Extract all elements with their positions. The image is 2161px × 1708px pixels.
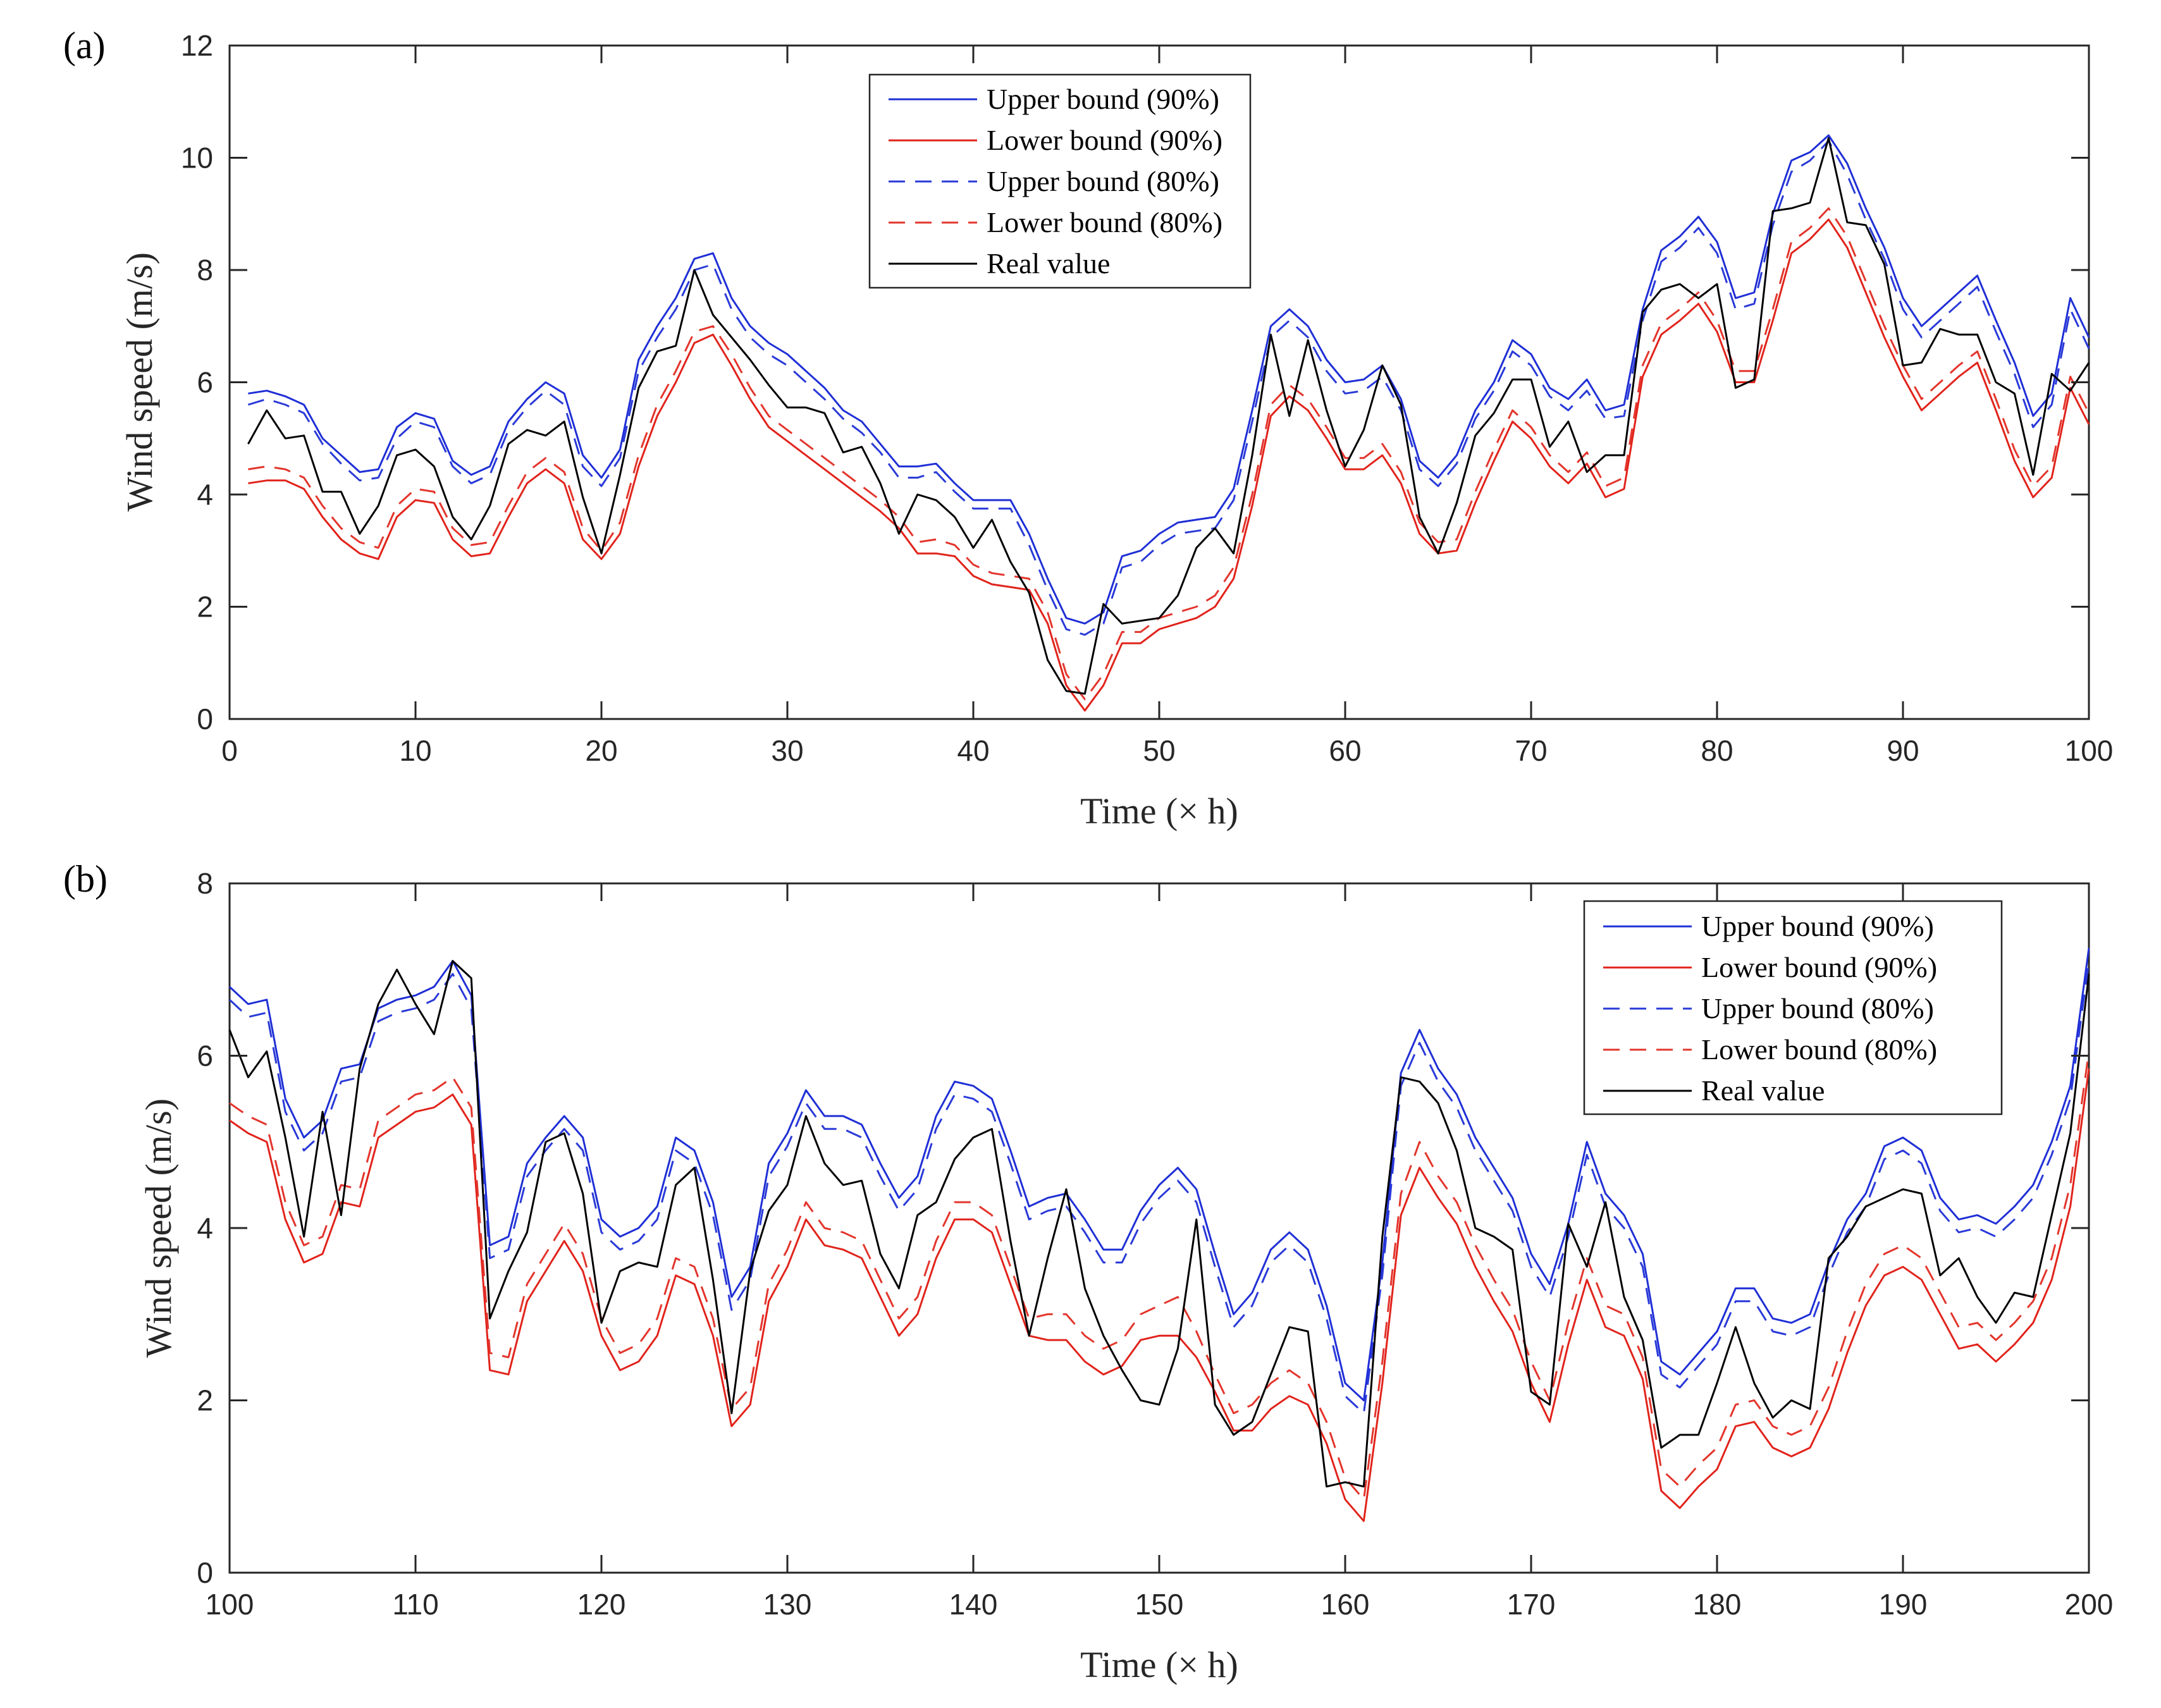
ticks-layer-b: 100 110 120 130 140 150 160 170 180 190 200 0 2 4 6 8 <box>197 867 2113 1621</box>
legend-label-real-b: Real value <box>1701 1074 1825 1107</box>
legend-label-lower-90-b: Lower bound (90%) <box>1701 951 1937 983</box>
legend-box-b <box>1583 900 2003 1115</box>
y-tick-label-a-0: 0 <box>197 703 213 735</box>
series-line-upper-90-a <box>248 134 2090 625</box>
series-line-lower-90-b <box>229 1068 2090 1522</box>
x-tick-label-a-70: 70 <box>1515 734 1547 767</box>
y-tick-label-a-10: 10 <box>181 142 213 175</box>
x-tick-label-b-140: 140 <box>949 1588 998 1621</box>
y-tick-label-a-12: 12 <box>181 29 213 62</box>
legend-label-upper-90-a: Upper bound (90%) <box>987 83 1219 115</box>
panel-label-b: (b) <box>63 858 108 900</box>
x-tick-label-a-100: 100 <box>2065 734 2114 767</box>
series-layer-a <box>247 134 2090 712</box>
y-tick-label-a-2: 2 <box>197 591 213 624</box>
series-line-upper-80-b <box>228 961 2090 1415</box>
series-line-lower-80-a <box>248 207 2090 701</box>
legend-label-real-a: Real value <box>987 247 1110 280</box>
legend-box-a <box>868 73 1252 289</box>
legend-label-lower-80-a: Lower bound (80%) <box>987 206 1222 238</box>
x-tick-label-b-120: 120 <box>577 1588 626 1621</box>
y-tick-label-a-8: 8 <box>197 254 213 286</box>
y-tick-label-b-4: 4 <box>197 1212 213 1244</box>
y-tick-label-b-2: 2 <box>197 1384 213 1417</box>
series-layer-b <box>228 947 2090 1522</box>
series-line-real-b <box>228 960 2090 1488</box>
y-tick-label-b-0: 0 <box>197 1556 213 1589</box>
y-tick-label-a-4: 4 <box>197 478 213 511</box>
panel-b: 100 110 120 130 140 150 160 170 180 190 200 0 2 4 6 8 (… <box>63 858 2113 1685</box>
x-tick-label-b-160: 160 <box>1321 1588 1370 1621</box>
series-line-upper-90-b <box>228 947 2090 1401</box>
y-tick-label-a-6: 6 <box>197 366 213 399</box>
x-tick-label-a-90: 90 <box>1887 734 1919 767</box>
x-tick-label-b-110: 110 <box>392 1588 438 1621</box>
x-tick-label-a-30: 30 <box>771 734 803 767</box>
x-tick-label-b-100: 100 <box>206 1588 254 1621</box>
x-tick-label-b-200: 200 <box>2065 1588 2114 1621</box>
x-tick-label-a-40: 40 <box>957 734 989 767</box>
series-line-real-a <box>247 137 2090 695</box>
panel-a: 0 10 20 30 40 50 60 70 80 90 100 0 2 4 6 8 10 12 (a) Time… <box>63 25 2113 832</box>
y-tick-label-b-8: 8 <box>197 867 213 900</box>
y-axis-title-a: Wind speed (m/s) <box>119 252 160 512</box>
x-tick-label-b-170: 170 <box>1507 1588 1556 1621</box>
x-tick-label-a-50: 50 <box>1143 734 1175 767</box>
x-tick-label-b-130: 130 <box>763 1588 812 1621</box>
legend-label-upper-80-b: Upper bound (80%) <box>1701 992 1934 1024</box>
ticks-layer-a: 0 10 20 30 40 50 60 70 80 90 100 0 2 4 6 8 10 12 <box>181 29 2114 767</box>
y-axis-title-b: Wind speed (m/s) <box>138 1098 179 1358</box>
y-tick-label-b-6: 6 <box>197 1040 213 1072</box>
panel-label-a: (a) <box>63 25 106 66</box>
x-tick-label-a-80: 80 <box>1701 734 1733 767</box>
x-tick-label-b-180: 180 <box>1693 1588 1742 1621</box>
x-axis-title-b: Time (× h) <box>1080 1644 1238 1685</box>
legend-label-lower-80-b: Lower bound (80%) <box>1701 1033 1937 1066</box>
x-tick-label-a-20: 20 <box>585 734 617 767</box>
legend-label-upper-80-a: Upper bound (80%) <box>987 165 1219 197</box>
series-line-upper-80-a <box>247 140 2090 636</box>
legend-label-upper-90-b: Upper bound (90%) <box>1701 910 1934 942</box>
x-tick-label-b-190: 190 <box>1879 1588 1928 1621</box>
legend-label-lower-90-a: Lower bound (90%) <box>987 124 1222 156</box>
x-tick-label-b-150: 150 <box>1135 1588 1184 1621</box>
x-tick-label-a-0: 0 <box>221 734 238 767</box>
legend-b: Upper bound (90%) Lower bound (90%) Uppe… <box>1583 900 2003 1115</box>
x-tick-label-a-10: 10 <box>399 734 431 767</box>
x-tick-label-a-60: 60 <box>1329 734 1361 767</box>
legend-a: Upper bound (90%) Lower bound (90%) Uppe… <box>868 73 1252 289</box>
series-line-lower-90-a <box>248 218 2090 712</box>
x-axis-title-a: Time (× h) <box>1080 790 1238 832</box>
